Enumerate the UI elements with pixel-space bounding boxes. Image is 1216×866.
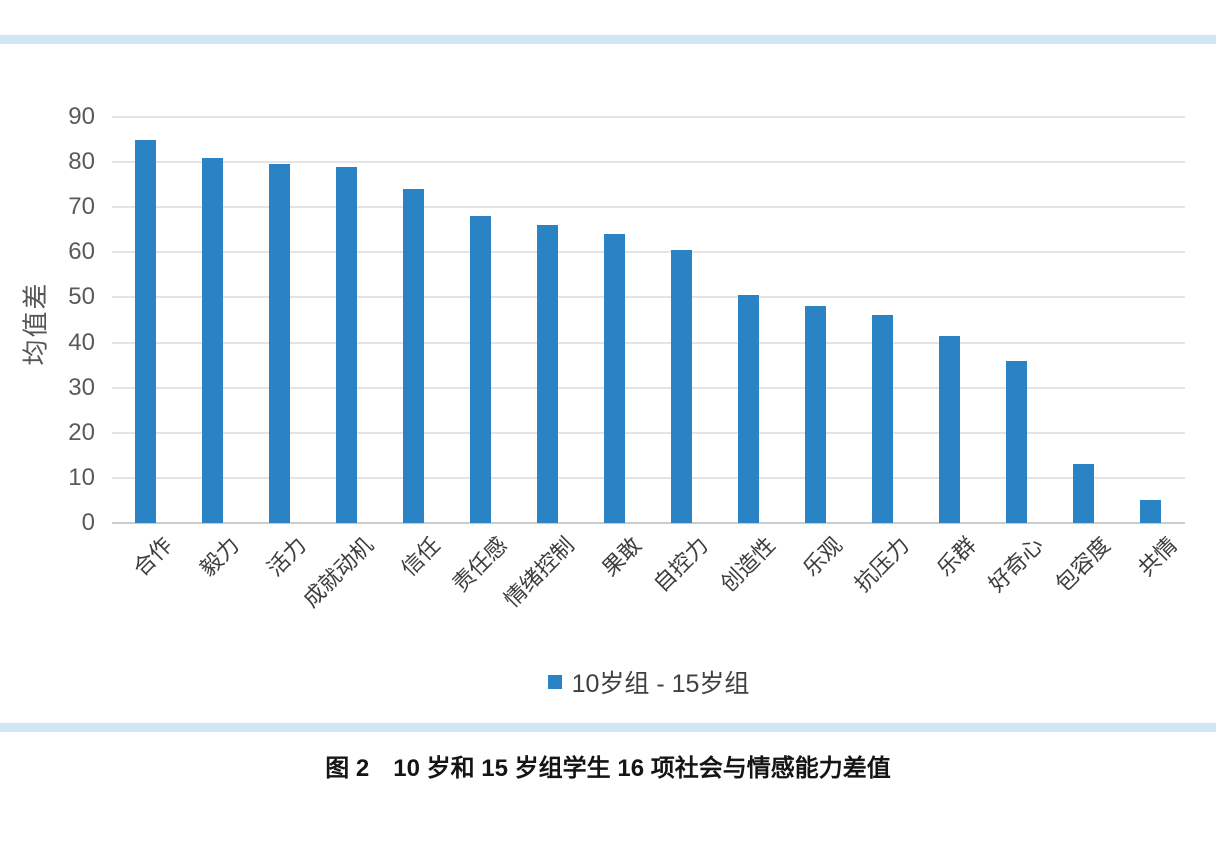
- y-tick-label: 60: [68, 238, 95, 266]
- figure-caption: 图 2 10 岁和 15 岁组学生 16 项社会与情感能力差值: [325, 755, 891, 782]
- legend-label: 10岁组 - 15岁组: [571, 670, 750, 698]
- x-axis-line: [112, 522, 1185, 524]
- chart-legend: 10岁组 - 15岁组: [112, 664, 1185, 700]
- x-tick-label: 毅力: [195, 532, 244, 582]
- x-tick-label: 好奇心: [983, 532, 1048, 597]
- x-tick-label: 成就动机: [298, 532, 378, 613]
- bar-好奇心: [1005, 360, 1027, 523]
- legend-swatch-icon: [547, 675, 562, 689]
- y-gridline: [112, 341, 1185, 344]
- y-tick-label: 50: [68, 283, 95, 311]
- y-gridline: [112, 161, 1185, 164]
- x-tick-label: 活力: [262, 532, 311, 582]
- bar-责任感: [469, 216, 491, 523]
- x-tick-label: 抗压力: [849, 532, 914, 597]
- y-gridline: [112, 386, 1185, 389]
- x-tick-label: 责任感: [447, 532, 512, 597]
- y-axis-title: 均值差: [20, 281, 51, 366]
- x-tick-label: 情绪控制: [499, 532, 579, 613]
- bar-成就动机: [335, 166, 357, 523]
- bar-活力: [268, 164, 290, 523]
- bar-乐观: [804, 306, 826, 523]
- y-gridline: [112, 431, 1185, 434]
- x-tick-label: 创造性: [715, 532, 780, 597]
- y-tick-label: 20: [68, 418, 95, 446]
- y-tick-label: 90: [68, 103, 95, 130]
- x-tick-label: 合作: [128, 532, 177, 582]
- y-gridline: [112, 476, 1185, 479]
- y-gridline: [112, 296, 1185, 299]
- y-tick-label: 40: [68, 328, 95, 356]
- bar-合作: [134, 139, 156, 523]
- bar-果敢: [603, 234, 625, 523]
- bar-创造性: [737, 295, 759, 523]
- bar-毅力: [201, 157, 223, 523]
- bar-自控力: [670, 250, 692, 523]
- bottom-divider-strip: [0, 723, 1216, 732]
- y-tick-label: 0: [81, 509, 95, 536]
- bar-乐群: [938, 335, 960, 523]
- y-gridline: [112, 251, 1185, 254]
- x-tick-label: 信任: [396, 532, 445, 582]
- top-divider-strip: [0, 35, 1216, 44]
- x-tick-label: 自控力: [648, 532, 713, 597]
- x-tick-label: 乐观: [798, 532, 847, 582]
- x-tick-label: 果敢: [597, 532, 646, 582]
- x-tick-label: 包容度: [1050, 532, 1115, 597]
- bar-包容度: [1072, 464, 1094, 523]
- y-tick-label: 30: [68, 373, 95, 401]
- bar-情绪控制: [536, 225, 558, 523]
- y-tick-label: 10: [68, 463, 95, 491]
- bar-共情: [1139, 500, 1161, 523]
- bar-信任: [402, 189, 424, 523]
- bar-抗压力: [871, 315, 893, 523]
- y-tick-label: 80: [68, 148, 95, 176]
- y-tick-label: 70: [68, 193, 95, 221]
- x-tick-label: 乐群: [932, 532, 981, 582]
- y-gridline: [112, 206, 1185, 209]
- y-gridline: [112, 116, 1185, 118]
- x-tick-label: 共情: [1133, 532, 1182, 582]
